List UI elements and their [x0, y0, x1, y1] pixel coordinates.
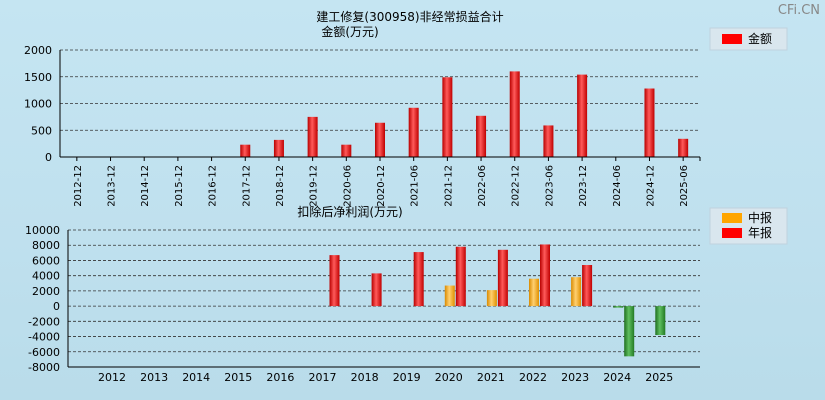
- bar: [624, 306, 635, 357]
- x-tick-label: 2019-12: [309, 165, 320, 207]
- legend-label: 金额: [748, 31, 772, 46]
- bar: [273, 139, 284, 157]
- x-tick-label: 2022: [519, 371, 547, 384]
- x-tick-label: 2021-06: [410, 165, 421, 207]
- bar: [486, 290, 497, 307]
- bar: [408, 107, 419, 157]
- x-tick-label: 2014-12: [140, 165, 151, 207]
- y-tick-label: 1500: [24, 71, 52, 84]
- x-tick-label: 2023: [561, 371, 589, 384]
- x-tick-label: 2019: [393, 371, 421, 384]
- y-tick-label: 0: [45, 151, 52, 164]
- x-tick-label: 2016: [266, 371, 294, 384]
- legend-swatch: [722, 228, 742, 238]
- x-tick-label: 2024-06: [612, 165, 623, 207]
- x-tick-label: 2015-12: [174, 165, 185, 207]
- chart-2-grid: [68, 229, 700, 353]
- bar: [240, 144, 251, 157]
- bar: [307, 116, 318, 157]
- x-tick-label: 2014: [182, 371, 210, 384]
- x-tick-label: 2025: [645, 371, 673, 384]
- bar: [543, 125, 554, 157]
- chart-1-axes: 0 500 1000 1500 2000 2012-12 2013-12 2014-12 201…: [24, 44, 701, 207]
- x-tick-label: 2023-06: [544, 165, 555, 207]
- x-tick-label: 2016-12: [208, 165, 219, 207]
- chart-1-bars: [240, 71, 689, 157]
- y-tick-label: 2000: [24, 44, 52, 57]
- y-tick-label: 8000: [32, 239, 60, 252]
- bar: [540, 244, 550, 307]
- bar: [577, 74, 588, 157]
- y-tick-label: 6000: [32, 254, 60, 267]
- y-tick-label: -6000: [28, 346, 60, 359]
- x-tick-label: 2012: [98, 371, 126, 384]
- bar: [442, 77, 453, 157]
- x-tick-label: 2017-12: [241, 165, 252, 207]
- bar: [497, 249, 508, 307]
- bar: [329, 255, 340, 307]
- y-tick-label: -2000: [28, 315, 60, 328]
- legend-label: 中报: [748, 210, 772, 225]
- chart-2-axes: -8000 -6000 -4000 -2000 0 2000 4000 6000 8000 100…: [25, 224, 700, 384]
- chart-1: 建工修复(300958)非经常损益合计 金额(万元) 0 500 1000 1500 2…: [24, 9, 788, 207]
- bar: [613, 306, 624, 308]
- chart-1-subtitle: 金额(万元): [321, 24, 378, 39]
- x-tick-label: 2024-12: [645, 165, 656, 207]
- bar: [655, 306, 666, 336]
- x-tick-label: 2020: [435, 371, 463, 384]
- bar: [371, 273, 382, 307]
- bar: [476, 115, 487, 157]
- x-tick-label: 2021-12: [443, 165, 454, 207]
- y-tick-label: -8000: [28, 361, 60, 374]
- bar: [509, 71, 520, 157]
- bar: [444, 285, 455, 307]
- chart-2-title: 扣除后净利润(万元): [297, 204, 402, 219]
- y-tick-label: 2000: [32, 285, 60, 298]
- x-tick-label: 2013-12: [107, 165, 118, 207]
- bar: [529, 278, 539, 307]
- bar: [455, 246, 466, 307]
- x-tick-label: 2020-06: [342, 165, 353, 207]
- legend-swatch: [722, 213, 742, 223]
- chart-2-bars: [329, 244, 666, 357]
- legend-swatch: [722, 34, 742, 44]
- y-tick-label: 4000: [32, 270, 60, 283]
- x-tick-label: 2017: [309, 371, 337, 384]
- x-tick-label: 2023-12: [578, 165, 589, 207]
- x-tick-label: 2015: [224, 371, 252, 384]
- x-tick-label: 2022-12: [511, 165, 522, 207]
- bar: [678, 138, 689, 157]
- watermark: CFi.CN: [778, 3, 820, 18]
- y-tick-label: 500: [31, 124, 52, 137]
- legend-frame: [709, 27, 788, 51]
- x-tick-label: 2018: [351, 371, 379, 384]
- x-tick-label: 2013: [140, 371, 168, 384]
- bar: [644, 88, 655, 157]
- chart-1-grid: [60, 49, 700, 131]
- y-tick-label: 0: [53, 300, 60, 313]
- legend-label: 年报: [748, 225, 772, 240]
- y-tick-label: 10000: [25, 224, 60, 237]
- x-tick-label: 2024: [603, 371, 631, 384]
- bar: [571, 277, 582, 307]
- y-tick-label: 1000: [24, 98, 52, 111]
- x-tick-label: 2021: [477, 371, 505, 384]
- x-tick-label: 2025-06: [679, 165, 690, 207]
- x-tick-label: 2018-12: [275, 165, 286, 207]
- x-tick-label: 2022-06: [477, 165, 488, 207]
- chart-1-title: 建工修复(300958)非经常损益合计: [316, 9, 503, 24]
- bar: [341, 144, 352, 157]
- bar: [375, 122, 385, 157]
- x-tick-label: 2012-12: [73, 165, 84, 207]
- y-tick-label: -4000: [28, 331, 60, 344]
- chart-2: 扣除后净利润(万元) -8000 -6000 -4000 -2000 0 2000 4000…: [25, 204, 788, 384]
- bar: [413, 252, 424, 307]
- bar: [582, 265, 593, 307]
- x-tick-label: 2020-12: [376, 165, 387, 207]
- chart-1-legend: 金额: [709, 27, 788, 51]
